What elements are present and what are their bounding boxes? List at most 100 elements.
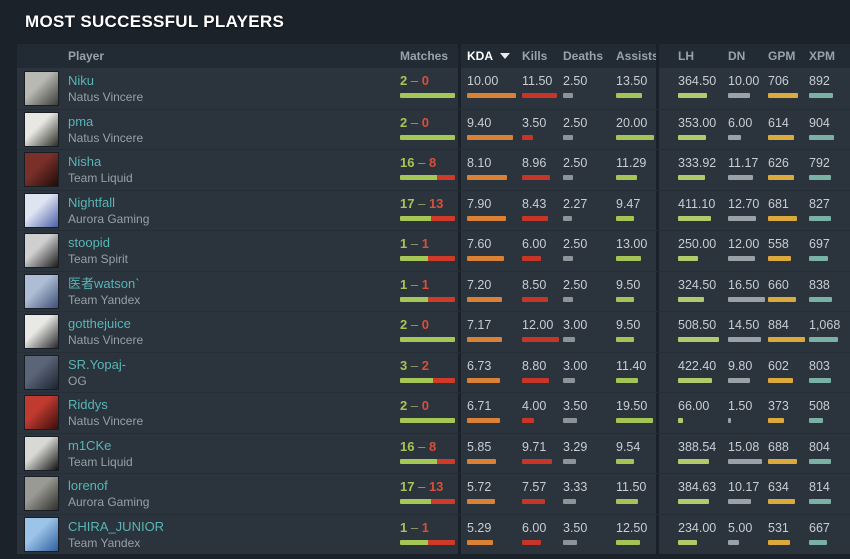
dn-value: 5.00 — [728, 520, 753, 535]
lh-bar — [678, 458, 709, 464]
gpm-cell: 626 — [765, 150, 806, 190]
assists-cell: 9.47 — [613, 191, 656, 231]
player-cell: m1CKe Team Liquid — [17, 434, 395, 474]
lh-cell: 333.92 — [659, 150, 725, 190]
player-name-link[interactable]: SR.Yopaj- — [68, 356, 127, 372]
deaths-value: 3.00 — [563, 318, 588, 332]
kills-bar — [522, 93, 557, 98]
kda-value: 7.20 — [467, 277, 492, 292]
win-loss-record: 2 – 0 — [400, 398, 458, 414]
kills-cell: 12.00 — [519, 312, 560, 352]
win-loss-bar — [400, 93, 455, 98]
kda-bar — [467, 296, 502, 302]
column-group-divider — [656, 433, 659, 473]
column-header-assists[interactable]: Assists — [616, 49, 659, 63]
player-name-link[interactable]: 医者watson` — [68, 275, 140, 291]
player-name-link[interactable]: Niku — [68, 72, 95, 88]
player-info: 医者watson` Team Yandex — [68, 275, 140, 308]
deaths-cell: 3.29 — [560, 434, 613, 474]
lh-value: 250.00 — [678, 237, 717, 251]
dn-bar — [728, 337, 761, 342]
kda-bar — [467, 215, 506, 221]
assists-value: 9.54 — [616, 439, 641, 454]
table-row: Niku Natus Vincere 2 – 0 10.00 11.50 2.5… — [17, 68, 850, 109]
column-header-matches[interactable]: Matches — [400, 49, 449, 63]
avatar — [25, 112, 58, 146]
xpm-bar — [809, 256, 828, 261]
xpm-bar — [809, 499, 831, 504]
column-header-kills[interactable]: Kills — [522, 49, 548, 63]
gpm-value: 531 — [768, 520, 789, 535]
losses-value: 8 — [428, 155, 437, 170]
wins-value: 3 — [400, 357, 408, 373]
kills-value: 8.43 — [522, 196, 547, 211]
dn-value: 14.50 — [728, 318, 760, 332]
avatar — [25, 153, 58, 187]
win-loss-record: 16 – 8 — [400, 155, 458, 171]
player-cell: Nightfall Aurora Gaming — [17, 191, 395, 231]
kills-value: 7.57 — [522, 480, 547, 494]
lh-cell: 422.40 — [659, 353, 725, 393]
table-header: Player Matches KDA Kills Deaths Assists … — [17, 44, 850, 68]
player-cell: Riddys Natus Vincere — [17, 393, 395, 433]
deaths-value: 3.29 — [563, 439, 588, 454]
column-group-divider — [656, 312, 659, 352]
dn-cell: 1.50 — [725, 393, 765, 433]
xpm-bar — [809, 458, 831, 464]
lh-bar — [678, 539, 697, 545]
column-header-kda[interactable]: KDA — [461, 49, 519, 63]
avatar — [25, 71, 58, 105]
win-loss-bar — [400, 175, 455, 180]
player-name-link[interactable]: lorenof — [68, 478, 108, 494]
column-header-player[interactable]: Player — [68, 49, 105, 63]
column-header-lh[interactable]: LH — [678, 49, 694, 63]
dn-cell: 14.50 — [725, 312, 765, 352]
column-header-dn[interactable]: DN — [728, 49, 746, 63]
kda-bar — [467, 134, 513, 140]
gpm-cell: 558 — [765, 231, 806, 271]
player-name-link[interactable]: m1CKe — [68, 437, 112, 453]
matches-cell: 2 – 0 — [395, 68, 458, 109]
player-cell: 医者watson` Team Yandex — [17, 272, 395, 312]
win-loss-record: 1 – 1 — [400, 520, 458, 536]
kda-cell: 5.72 — [461, 474, 519, 514]
matches-cell: 3 – 2 — [395, 353, 458, 393]
team-name: Natus Vincere — [68, 333, 144, 348]
column-header-gpm[interactable]: GPM — [768, 49, 796, 63]
lh-value: 333.92 — [678, 156, 717, 170]
assists-bar — [616, 458, 634, 464]
kills-bar — [522, 296, 548, 302]
matches-cell: 2 – 0 — [395, 393, 458, 433]
dn-bar — [728, 377, 750, 383]
kda-cell: 5.85 — [461, 434, 519, 474]
column-group-divider — [458, 44, 461, 68]
column-group-divider — [656, 474, 659, 514]
kills-bar — [522, 377, 549, 383]
dn-cell: 12.70 — [725, 191, 765, 231]
lh-cell: 66.00 — [659, 393, 725, 433]
wins-value: 1 — [400, 519, 408, 535]
player-name-link[interactable]: Riddys — [68, 397, 108, 413]
column-header-deaths[interactable]: Deaths — [563, 49, 604, 63]
player-name-link[interactable]: pma — [68, 113, 94, 129]
losses-bar-segment — [427, 539, 455, 545]
player-name-link[interactable]: Nisha — [68, 154, 102, 170]
avatar — [25, 355, 58, 389]
deaths-bar — [563, 175, 573, 180]
gpm-bar — [768, 296, 796, 302]
player-name-link[interactable]: stoopid — [68, 235, 110, 251]
kda-bar — [467, 175, 507, 180]
dn-bar — [728, 296, 765, 302]
column-header-xpm[interactable]: XPM — [809, 49, 836, 63]
wins-value: 2 — [400, 317, 408, 332]
deaths-bar — [563, 256, 573, 261]
lh-bar — [678, 256, 698, 261]
assists-bar — [616, 134, 654, 140]
player-info: SR.Yopaj- OG — [68, 356, 126, 389]
player-name-link[interactable]: CHIRA_JUNIOR — [68, 518, 165, 534]
player-name-link[interactable]: gotthejuice — [68, 316, 131, 332]
avatar — [25, 477, 58, 511]
player-name-link[interactable]: Nightfall — [68, 194, 115, 210]
deaths-cell: 2.50 — [560, 272, 613, 312]
xpm-cell: 667 — [806, 515, 850, 555]
